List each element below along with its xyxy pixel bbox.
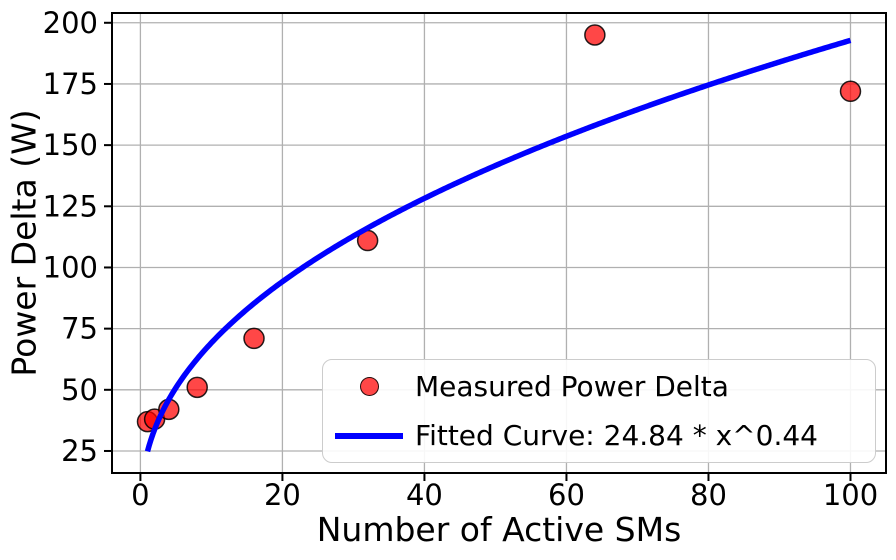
scatter-point: [186, 376, 208, 399]
scatter-point: [243, 327, 265, 350]
y-tick-label: 100: [43, 250, 98, 284]
x-tick-label: 80: [690, 478, 727, 512]
y-tick-label: 75: [61, 312, 98, 346]
scatter-point: [839, 80, 862, 103]
axes-frame: [111, 12, 887, 474]
legend: Measured Power Delta Fitted Curve: 24.84…: [322, 359, 876, 463]
legend-swatch-cell: [323, 376, 415, 396]
x-tick-label: 60: [548, 478, 585, 512]
x-tick-label: 100: [823, 478, 878, 512]
fitted-line-icon: [335, 432, 403, 439]
legend-entry-measured: Measured Power Delta: [323, 363, 875, 409]
legend-swatch-cell: [323, 432, 415, 439]
x-axis-label: Number of Active SMs: [316, 510, 682, 549]
x-tick-label: 20: [264, 478, 301, 512]
x-tick-label: 0: [131, 478, 149, 512]
y-tick-label: 25: [61, 434, 98, 468]
legend-label-fitted: Fitted Curve: 24.84 * x^0.44: [415, 419, 818, 453]
fitted-curve: [144, 37, 852, 453]
legend-entry-fitted: Fitted Curve: 24.84 * x^0.44: [323, 413, 875, 459]
legend-label-measured: Measured Power Delta: [415, 369, 729, 403]
y-tick-label: 125: [43, 189, 98, 223]
scatter-marker-icon: [359, 376, 379, 396]
x-tick-label: 40: [406, 478, 443, 512]
scatter-point: [584, 24, 606, 46]
y-tick-label: 200: [43, 6, 98, 40]
y-tick-label: 150: [43, 128, 98, 162]
y-tick-label: 175: [43, 67, 98, 101]
y-tick-label: 50: [61, 373, 98, 407]
y-axis-label: Power Delta (W): [4, 109, 44, 377]
